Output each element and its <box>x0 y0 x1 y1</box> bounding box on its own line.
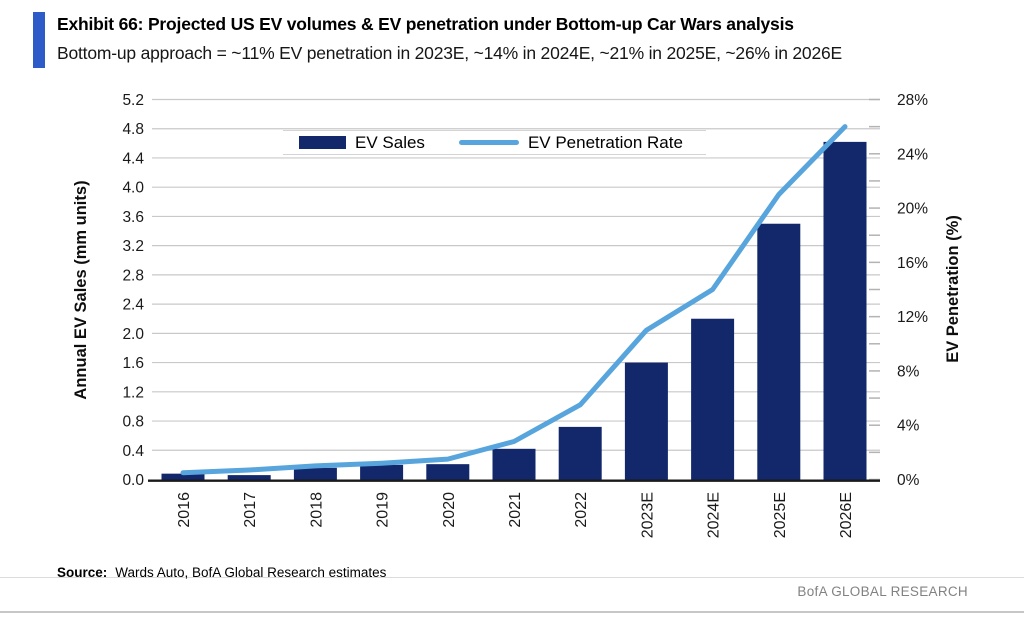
bottom-border-line <box>0 611 1024 613</box>
x-axis-label-2026E: 2026E <box>838 492 855 538</box>
ev-sales-bar-2019 <box>360 464 404 480</box>
right-axis-tick-label: 12% <box>897 309 928 326</box>
x-axis-label-2022: 2022 <box>573 492 590 528</box>
ev-sales-bar-2022 <box>558 426 602 480</box>
left-axis-tick-label: 4.0 <box>122 180 144 197</box>
right-axis-title: EV Penetration (%) <box>944 215 962 363</box>
right-axis-tick-label: 28% <box>897 92 928 109</box>
left-axis-tick-label: 0.4 <box>122 443 144 460</box>
ev-sales-bar-2017 <box>227 475 271 480</box>
x-axis-label-2017: 2017 <box>242 492 259 528</box>
left-axis-tick-label: 4.4 <box>122 150 144 167</box>
footer-divider-line <box>0 577 1024 578</box>
exhibit-title: Exhibit 66: Projected US EV volumes & EV… <box>57 14 794 34</box>
left-axis-tick-label: 0.8 <box>122 414 144 431</box>
ev-penetration-legend-label: EV Penetration Rate <box>527 132 683 152</box>
left-axis-tick-label: 4.8 <box>122 121 144 138</box>
ev-volumes-penetration-chart: Annual EV Sales (mm units) EV Penetratio… <box>72 92 962 538</box>
ev-sales-bar-2016 <box>161 473 205 480</box>
ev-sales-bar-2020 <box>426 464 470 480</box>
ev-sales-bar-2026E <box>823 141 867 480</box>
ev-penetration-legend-swatch <box>458 140 519 145</box>
left-axis-tick-label: 3.6 <box>122 209 144 226</box>
right-axis-tick-label: 0% <box>897 472 920 489</box>
ev-sales-legend-swatch <box>299 136 346 149</box>
bofa-global-research-brand: BofA GLOBAL RESEARCH <box>797 584 968 599</box>
right-axis-tick-label: 24% <box>897 146 928 163</box>
chart-legend: EV Sales EV Penetration Rate <box>283 130 706 155</box>
x-axis-label-2021: 2021 <box>507 492 524 528</box>
ev-sales-bar-2023E <box>624 362 668 480</box>
left-axis-title: Annual EV Sales (mm units) <box>72 180 90 399</box>
right-axis-tick-label: 4% <box>897 418 920 435</box>
left-axis-tick-label: 2.8 <box>122 267 144 284</box>
x-axis-label-2025E: 2025E <box>772 492 789 538</box>
left-axis-tick-label: 1.6 <box>122 355 144 372</box>
right-axis-tick-label: 20% <box>897 201 928 218</box>
x-axis-label-2016: 2016 <box>176 492 193 528</box>
left-axis-tick-label: 3.2 <box>122 238 144 255</box>
exhibit-subtitle: Bottom-up approach = ~11% EV penetration… <box>57 43 842 63</box>
x-axis-label-2018: 2018 <box>308 492 325 528</box>
right-axis-tick-label: 16% <box>897 255 928 272</box>
ev-sales-bar-2021 <box>492 448 536 480</box>
exhibit-accent-bar <box>33 12 45 68</box>
x-axis-label-2024E: 2024E <box>706 492 723 538</box>
right-axis-tick-label: 8% <box>897 363 920 380</box>
left-axis-tick-label: 1.2 <box>122 384 144 401</box>
x-axis-label-2019: 2019 <box>375 492 392 528</box>
source-text: Wards Auto, BofA Global Research estimat… <box>115 565 387 580</box>
ev-sales-bar-2025E <box>757 223 801 480</box>
left-axis-tick-label: 5.2 <box>122 92 144 109</box>
ev-sales-bar-2024E <box>691 318 735 480</box>
ev-penetration-rate-line <box>180 124 848 476</box>
ev-sales-legend-label: EV Sales <box>355 132 425 152</box>
x-axis-label-2020: 2020 <box>441 492 458 528</box>
left-axis-tick-label: 0.0 <box>122 472 144 489</box>
ev-sales-bar-2018 <box>293 467 337 480</box>
left-axis-tick-label: 2.0 <box>122 326 144 343</box>
left-axis-tick-label: 2.4 <box>122 297 144 314</box>
x-axis-label-2023E: 2023E <box>639 492 656 538</box>
source-note: Source: Wards Auto, BofA Global Research … <box>57 565 386 580</box>
source-label: Source: <box>57 565 108 580</box>
